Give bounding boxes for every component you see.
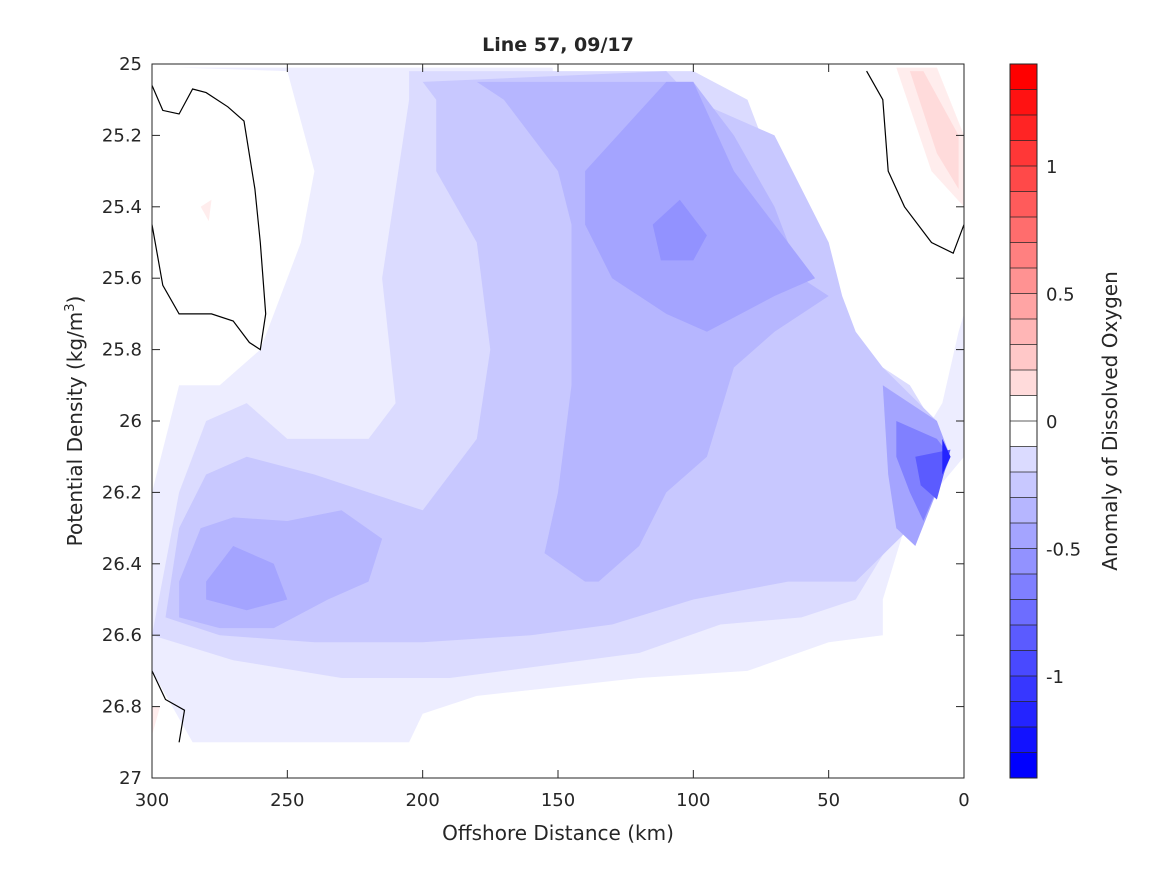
colorbar-segment (1010, 523, 1037, 549)
colorbar-segment (1010, 344, 1037, 371)
contour-region-11 (942, 438, 951, 475)
colorbar-segment (1010, 446, 1037, 473)
y-axis-label-superscript: 3 (63, 303, 78, 311)
x-tick-label: 0 (958, 790, 969, 811)
y-tick-label: 27 (119, 768, 142, 789)
contour-fill-layer (152, 67, 964, 743)
colorbar-tick-label: 1 (1046, 157, 1057, 178)
x-tick-label: 100 (676, 790, 710, 811)
colorbar-segment (1010, 293, 1037, 320)
contour-region-6 (206, 546, 288, 611)
x-tick-label: 50 (817, 790, 840, 811)
colorbar-tick-label: 0.5 (1046, 285, 1075, 306)
y-tick-label: 25 (119, 54, 142, 75)
colorbar-segment (1010, 191, 1037, 218)
y-tick-label: 26.6 (102, 625, 142, 646)
zero-contour-line-0 (151, 85, 267, 351)
colorbar-segment (1010, 676, 1037, 702)
colorbar-segment (1010, 395, 1037, 422)
y-axis-label: Potential Density (kg/m3) (63, 296, 87, 547)
colorbar-segment (1010, 89, 1037, 116)
contour-region-7 (652, 199, 707, 261)
y-tick-label: 25.4 (102, 197, 142, 218)
contour-region-15 (152, 706, 161, 736)
colorbar-segment (1010, 701, 1037, 728)
y-axis-label-main: Potential Density (kg/m (63, 312, 87, 547)
colorbar (1009, 63, 1038, 779)
colorbar-segment (1010, 472, 1037, 498)
contour-region-14 (200, 199, 212, 222)
colorbar-segment (1010, 115, 1037, 141)
chart-title: Line 57, 09/17 (482, 34, 634, 56)
contour-region-5 (585, 81, 816, 332)
colorbar-segment (1010, 370, 1037, 396)
y-tick-label: 25.6 (102, 268, 142, 289)
y-tick-label: 25.8 (102, 340, 142, 361)
colorbar-segment (1010, 599, 1037, 626)
colorbar-segment (1010, 625, 1037, 651)
colorbar-ticks: 1 0.5 0 -0.5 -1 (1046, 157, 1081, 688)
y-tick-label: 26 (119, 411, 142, 432)
x-tick-label: 150 (541, 790, 575, 811)
contour-region-12 (896, 67, 964, 207)
colorbar-label: Anomaly of Dissolved Oxygen (1098, 271, 1122, 571)
colorbar-segment (1010, 166, 1037, 192)
contour-region-10 (915, 449, 951, 500)
colorbar-segment (1010, 268, 1037, 294)
y-tick-label: 25.2 (102, 125, 142, 146)
colorbar-segment (1010, 242, 1037, 269)
colorbar-tick-label: -0.5 (1046, 540, 1081, 561)
colorbar-segment (1010, 752, 1037, 779)
colorbar-segment (1010, 574, 1037, 600)
x-tick-label: 250 (270, 790, 304, 811)
y-axis: 25 25.2 25.4 25.6 25.8 26 26.2 26.4 26.6 26.8 27 (102, 54, 964, 789)
y-axis-label-close: ) (63, 296, 87, 304)
colorbar-segment (1010, 727, 1037, 753)
colorbar-segment (1010, 64, 1037, 90)
y-tick-label: 26.8 (102, 697, 142, 718)
y-tick-label: 26.4 (102, 554, 142, 575)
y-tick-label: 26.2 (102, 482, 142, 503)
colorbar-segment (1010, 217, 1037, 243)
contour-region-13 (909, 71, 959, 189)
colorbar-segment (1010, 421, 1037, 447)
x-axis: 300 250 200 150 100 50 0 (135, 64, 970, 811)
x-axis-label: Offshore Distance (km) (442, 821, 674, 845)
colorbar-frame (1009, 63, 1038, 779)
colorbar-segment (1010, 319, 1037, 345)
colorbar-segment (1010, 140, 1037, 167)
colorbar-segment (1010, 497, 1037, 524)
colorbar-tick-label: -1 (1046, 667, 1064, 688)
zero-contour-line-2 (151, 670, 186, 743)
colorbar-segment (1010, 548, 1037, 575)
x-tick-label: 300 (135, 790, 169, 811)
colorbar-tick-label: 0 (1046, 412, 1057, 433)
zero-contour-line-1 (866, 70, 965, 255)
x-tick-label: 200 (405, 790, 439, 811)
zero-contour-layer (151, 70, 965, 743)
colorbar-segment (1010, 650, 1037, 677)
